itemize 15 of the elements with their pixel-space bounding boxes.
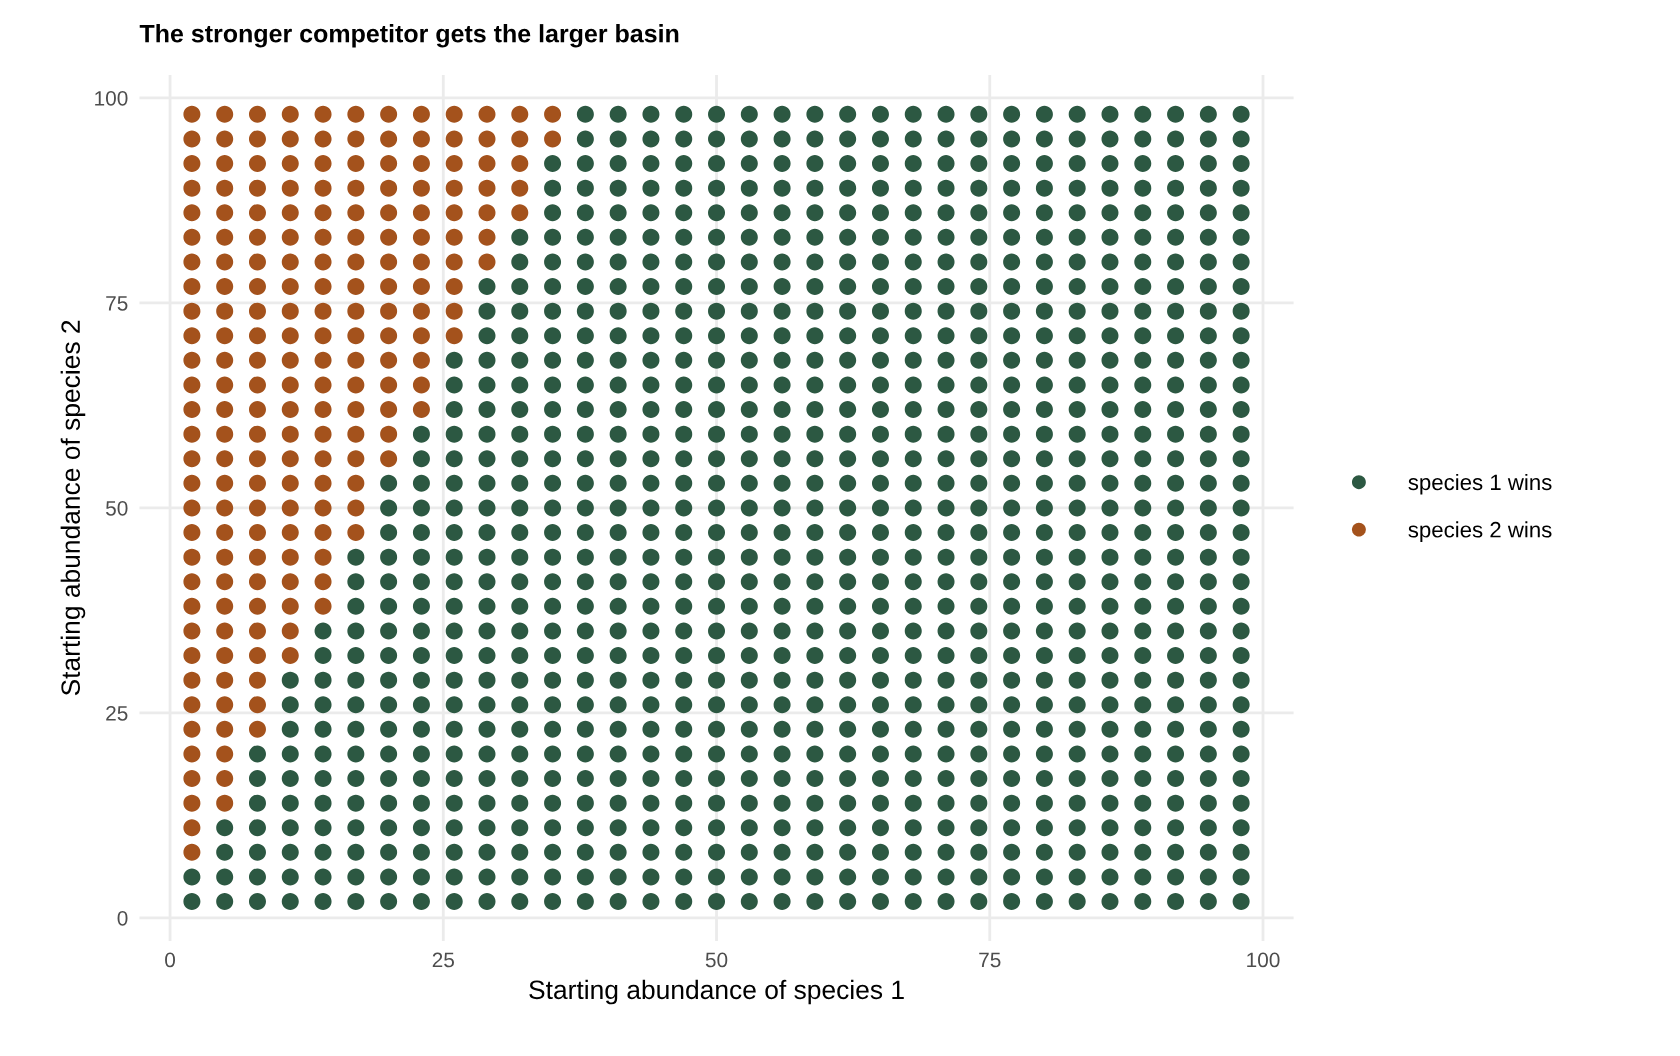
y-tick-label: 75 — [106, 296, 128, 311]
x-tick-label: 50 — [705, 952, 728, 968]
x-tick-label: 100 — [1247, 952, 1280, 968]
x-tick-label: 25 — [432, 952, 454, 968]
x-axis-title: Starting abundance of species 1 — [529, 979, 904, 1005]
x-tick-label: 0 — [165, 952, 176, 968]
y-axis-title: Starting abundance of species 2 — [60, 320, 86, 696]
y-tick-label: 25 — [106, 705, 128, 721]
legend-label: species 2 wins — [1408, 521, 1552, 542]
chart-title: The stronger competitor gets the larger basin — [139, 24, 679, 48]
x-tick-label: 75 — [979, 952, 1001, 968]
y-tick-label: 100 — [95, 90, 128, 106]
y-tick-label: 50 — [105, 500, 128, 516]
y-tick-label: 0 — [117, 910, 128, 926]
legend-label: species 1 wins — [1408, 473, 1552, 495]
